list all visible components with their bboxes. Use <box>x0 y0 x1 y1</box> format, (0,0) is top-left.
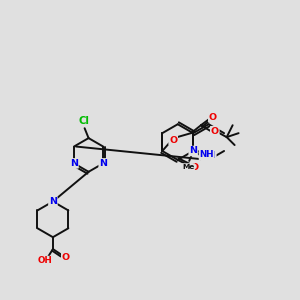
Text: O: O <box>169 136 177 145</box>
Text: Me: Me <box>182 164 194 170</box>
Text: O: O <box>62 253 70 262</box>
Text: Cl: Cl <box>78 116 89 126</box>
Text: OH: OH <box>38 256 52 266</box>
Text: O: O <box>209 113 217 122</box>
Text: N: N <box>70 159 78 168</box>
Text: NH: NH <box>201 152 216 160</box>
Text: NH: NH <box>200 151 214 160</box>
Text: N: N <box>189 146 197 155</box>
Text: O: O <box>211 127 219 136</box>
Text: N: N <box>99 159 107 168</box>
Text: N: N <box>49 197 57 206</box>
Text: O: O <box>190 163 199 172</box>
